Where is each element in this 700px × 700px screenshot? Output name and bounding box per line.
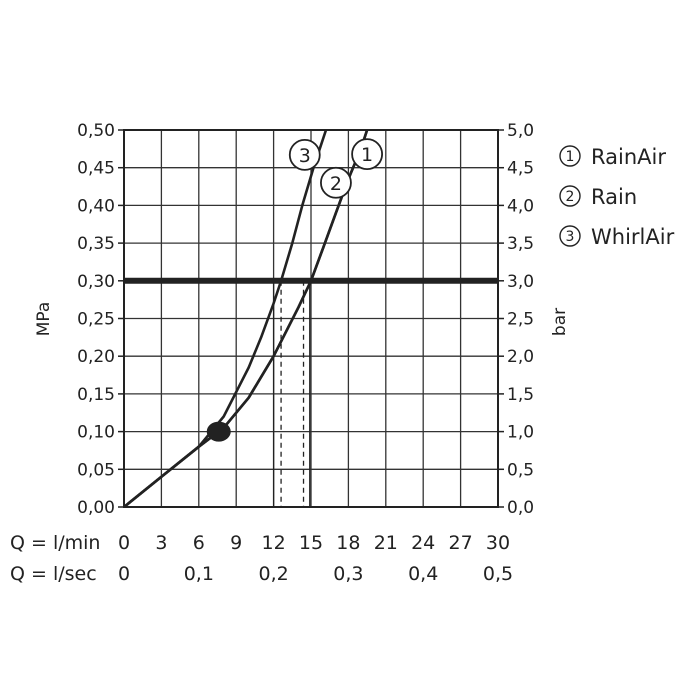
y-tick-label-left: 0,50 <box>77 121 115 141</box>
x-tick-label: 0 <box>118 532 130 554</box>
legend-marker-number: 2 <box>566 189 575 205</box>
x-tick-label: 12 <box>262 532 286 554</box>
series-marker-circle <box>351 138 384 171</box>
y-tick-label-right: 0,5 <box>507 460 534 480</box>
chart-grid <box>124 130 498 507</box>
y-tick-label-left: 0,40 <box>77 196 115 216</box>
y-tick-label-right: 1,0 <box>507 423 534 443</box>
legend-label: WhirlAir <box>591 225 675 249</box>
y-axis-label-right: bar <box>550 308 570 336</box>
x-tick-label: 15 <box>299 532 323 554</box>
legend-marker-circle <box>559 185 581 207</box>
y-tick-label-right: 0,0 <box>507 498 534 518</box>
y-tick-label-right: 2,5 <box>507 310 534 330</box>
x-tick-label-secondary: 0,1 <box>184 563 214 585</box>
y-axis-label-left: MPa <box>34 302 54 337</box>
legend-marker-number: 1 <box>566 149 575 165</box>
x-tick-label: 27 <box>449 532 473 554</box>
legend-marker-circle <box>559 225 581 247</box>
y-tick-label-right: 3,5 <box>507 234 534 254</box>
legend-label: RainAir <box>591 145 666 169</box>
x-tick-label-secondary: 0,2 <box>258 563 288 585</box>
y-tick-label-left: 0,45 <box>77 159 115 179</box>
series-marker-circle <box>288 138 321 171</box>
min-flow-point <box>206 421 231 442</box>
y-tick-label-right: 4,5 <box>507 159 534 179</box>
series-marker-number: 2 <box>330 173 342 195</box>
series-marker-circle <box>320 166 352 199</box>
x-tick-label: 3 <box>155 532 167 554</box>
series-marker-number: 3 <box>299 145 311 167</box>
series-marker-number: 1 <box>361 144 373 166</box>
y-tick-label-left: 0,05 <box>77 460 115 480</box>
y-tick-label-right: 5,0 <box>507 121 534 141</box>
x-tick-label: 6 <box>193 532 205 554</box>
x-tick-label-secondary: 0 <box>118 563 130 585</box>
y-tick-label-right: 1,5 <box>507 385 534 405</box>
x-tick-label: 9 <box>230 532 242 554</box>
x-axis-label-secondary: Q = l/sec <box>10 563 97 585</box>
x-axis-label-primary: Q = l/min <box>10 532 100 554</box>
y-tick-label-left: 0,10 <box>77 423 115 443</box>
x-tick-label-secondary: 0,4 <box>408 563 438 585</box>
legend: 1 RainAir 2 Rain 3 WhirlAir <box>559 145 675 249</box>
x-tick-label: 18 <box>336 532 360 554</box>
legend-marker-circle <box>559 145 581 167</box>
x-tick-label: 21 <box>374 532 398 554</box>
flow-guides <box>272 280 311 507</box>
y-tick-label-left: 0,15 <box>77 385 115 405</box>
y-tick-label-left: 0,30 <box>77 272 115 292</box>
series-markers: 123 <box>288 138 384 199</box>
y-tick-label-left: 0,20 <box>77 347 115 367</box>
y-tick-label-right: 2,0 <box>507 347 534 367</box>
y-tick-label-left: 0,25 <box>77 310 115 330</box>
y-tick-label-right: 4,0 <box>507 196 534 216</box>
x-tick-label: 30 <box>486 532 510 554</box>
x-tick-label: 24 <box>411 532 435 554</box>
legend-label: Rain <box>591 185 637 209</box>
x-tick-label-secondary: 0,3 <box>333 563 363 585</box>
legend-marker-number: 3 <box>566 229 575 245</box>
x-tick-label-secondary: 0,5 <box>483 563 513 585</box>
y-tick-label-left: 0,35 <box>77 234 115 254</box>
tick-labels: 0,000,050,100,150,200,250,300,350,400,45… <box>77 121 534 585</box>
y-tick-label-left: 0,00 <box>77 498 115 518</box>
y-tick-label-right: 3,0 <box>507 272 534 292</box>
